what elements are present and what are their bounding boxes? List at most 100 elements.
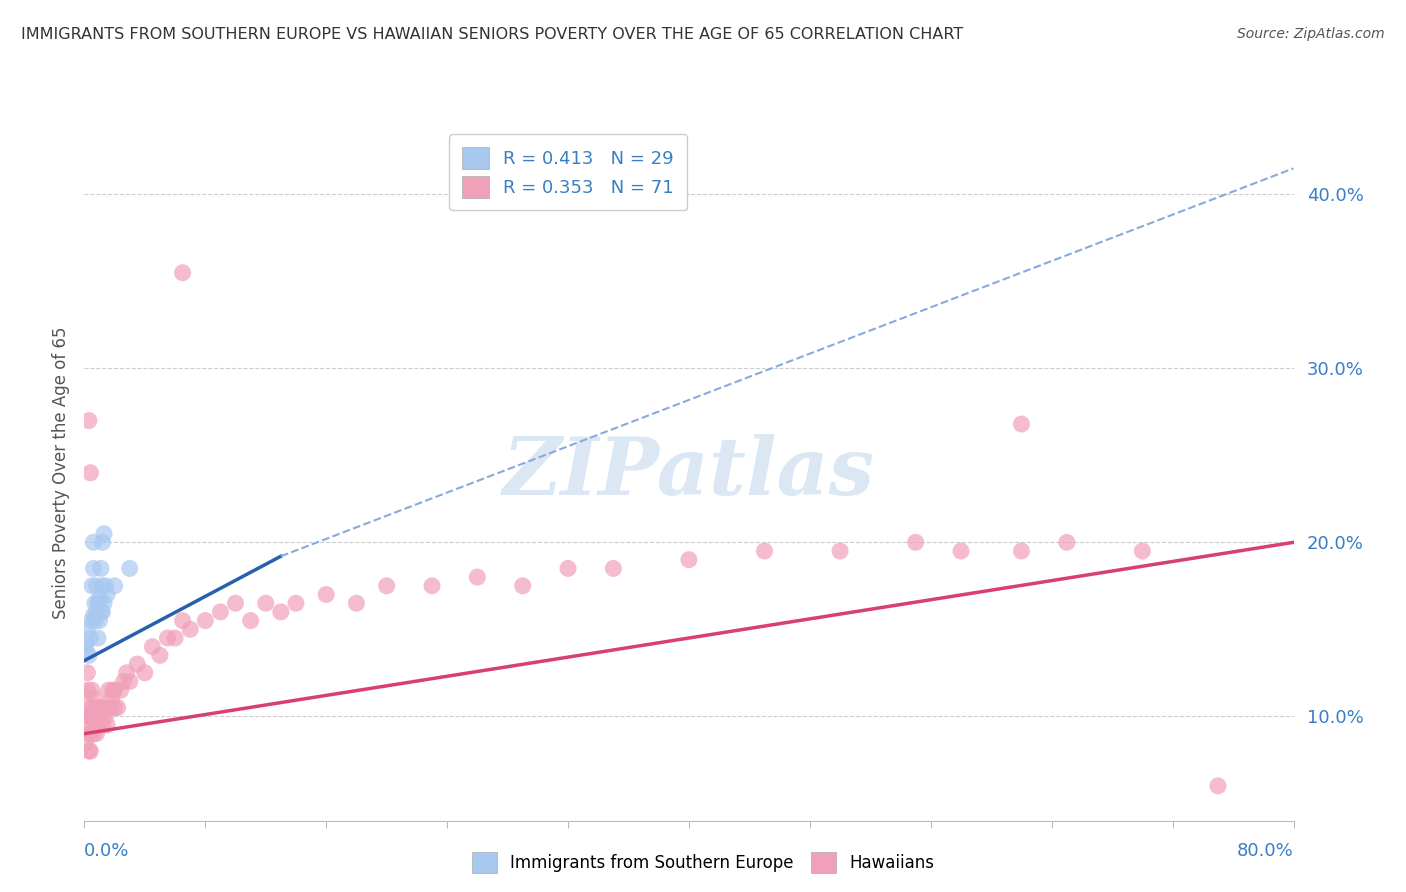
Point	[87, 631, 110, 645]
Point	[127, 657, 149, 671]
Point	[315, 587, 337, 601]
Point	[904, 535, 927, 549]
Point	[79, 744, 101, 758]
Point	[91, 605, 114, 619]
Point	[77, 648, 100, 663]
Point	[830, 544, 852, 558]
Point	[89, 700, 111, 714]
Point	[754, 544, 776, 558]
Point	[84, 700, 107, 714]
Point	[75, 692, 97, 706]
Point	[375, 579, 398, 593]
Point	[270, 605, 292, 619]
Point	[89, 591, 111, 605]
Point	[1206, 779, 1229, 793]
Point	[76, 623, 98, 637]
Point	[163, 631, 186, 645]
Point	[97, 683, 120, 698]
Point	[89, 709, 111, 723]
Legend: Immigrants from Southern Europe, Hawaiians: Immigrants from Southern Europe, Hawaiia…	[465, 846, 941, 880]
Point	[96, 587, 118, 601]
Point	[82, 535, 104, 549]
Point	[420, 579, 443, 593]
Point	[82, 726, 104, 740]
Text: ZIPatlas: ZIPatlas	[503, 434, 875, 511]
Point	[118, 674, 141, 689]
Point	[82, 561, 104, 575]
Point	[79, 726, 101, 740]
Point	[75, 636, 97, 650]
Point	[239, 614, 262, 628]
Point	[84, 596, 107, 610]
Point	[98, 700, 121, 714]
Point	[90, 605, 112, 619]
Point	[110, 683, 132, 698]
Point	[134, 665, 156, 680]
Point	[80, 683, 103, 698]
Point	[91, 535, 114, 549]
Point	[1130, 544, 1153, 558]
Point	[94, 579, 117, 593]
Point	[467, 570, 489, 584]
Point	[93, 526, 115, 541]
Point	[75, 643, 97, 657]
Point	[115, 665, 138, 680]
Point	[84, 692, 107, 706]
Point	[100, 692, 122, 706]
Point	[1010, 544, 1032, 558]
Point	[75, 718, 97, 732]
Point	[284, 596, 308, 610]
Point	[225, 596, 247, 610]
Point	[93, 700, 115, 714]
Point	[89, 614, 111, 628]
Point	[172, 266, 194, 280]
Text: 80.0%: 80.0%	[1237, 841, 1294, 860]
Point	[172, 614, 194, 628]
Point	[77, 709, 100, 723]
Point	[950, 544, 973, 558]
Point	[112, 674, 135, 689]
Point	[84, 614, 107, 628]
Point	[194, 614, 217, 628]
Point	[156, 631, 179, 645]
Point	[118, 561, 141, 575]
Point	[86, 726, 108, 740]
Point	[91, 718, 114, 732]
Point	[80, 614, 103, 628]
Point	[512, 579, 534, 593]
Point	[557, 561, 579, 575]
Point	[77, 744, 100, 758]
Y-axis label: Seniors Poverty Over the Age of 65: Seniors Poverty Over the Age of 65	[52, 326, 70, 619]
Point	[1056, 535, 1078, 549]
Point	[94, 709, 117, 723]
Point	[179, 623, 201, 637]
Point	[149, 648, 172, 663]
Point	[77, 414, 100, 428]
Point	[1010, 417, 1032, 431]
Point	[79, 466, 101, 480]
Point	[86, 579, 108, 593]
Point	[76, 683, 98, 698]
Point	[77, 726, 100, 740]
Point	[76, 665, 98, 680]
Point	[602, 561, 624, 575]
Point	[141, 640, 163, 654]
Point	[104, 683, 127, 698]
Text: IMMIGRANTS FROM SOUTHERN EUROPE VS HAWAIIAN SENIORS POVERTY OVER THE AGE OF 65 C: IMMIGRANTS FROM SOUTHERN EUROPE VS HAWAI…	[21, 27, 963, 42]
Point	[104, 579, 127, 593]
Point	[80, 579, 103, 593]
Text: 0.0%: 0.0%	[84, 841, 129, 860]
Point	[90, 700, 112, 714]
Point	[86, 709, 108, 723]
Point	[87, 596, 110, 610]
Legend: R = 0.413   N = 29, R = 0.353   N = 71: R = 0.413 N = 29, R = 0.353 N = 71	[450, 134, 686, 211]
Point	[76, 709, 98, 723]
Point	[75, 735, 97, 749]
Point	[91, 579, 114, 593]
Point	[346, 596, 368, 610]
Point	[82, 608, 104, 623]
Point	[104, 700, 127, 714]
Point	[86, 605, 108, 619]
Point	[93, 596, 115, 610]
Point	[79, 631, 101, 645]
